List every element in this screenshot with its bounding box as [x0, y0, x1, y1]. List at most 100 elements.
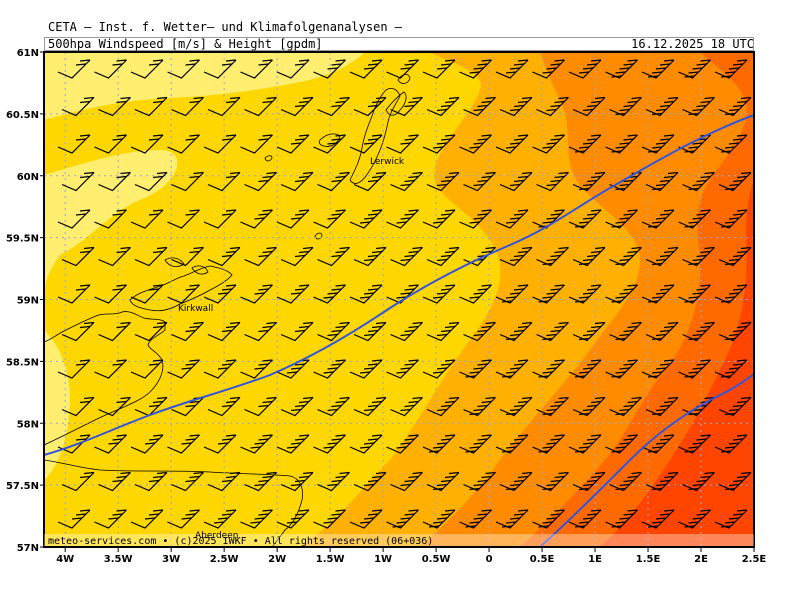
wind-barb: [499, 321, 533, 342]
wind-barb: [57, 209, 91, 229]
wind-barb: [276, 434, 310, 454]
wind-barb: [203, 359, 237, 379]
wind-barb: [98, 471, 131, 492]
moray-firth-coast: [44, 459, 303, 547]
wind-barb: [134, 171, 168, 192]
wind-barb: [317, 246, 350, 267]
latitude-tick-label: 58.5N: [6, 357, 39, 368]
wind-barb: [207, 396, 241, 417]
wind-barb: [207, 171, 241, 192]
wind-barb: [682, 96, 715, 117]
wind-barb: [605, 134, 638, 154]
longitude-tick-label: 1.5E: [636, 554, 661, 565]
longitude-tick-label: 4W: [56, 554, 74, 565]
wind-barb: [459, 59, 492, 79]
wind-barb: [609, 246, 642, 267]
wind-barb: [349, 359, 383, 379]
wind-barb: [207, 321, 241, 342]
orkney-islet: [191, 265, 209, 275]
wind-barb: [386, 134, 419, 154]
place-label-lerwick: Lerwick: [370, 157, 405, 167]
wind-barb: [134, 246, 168, 267]
wind-barb: [203, 59, 237, 79]
footer-credit: meteo-services.com • (c)2025 IWKF • All …: [48, 536, 433, 547]
wind-barb: [130, 284, 164, 304]
wind-barb: [203, 434, 237, 454]
wind-barb: [532, 284, 565, 304]
wind-barb: [645, 471, 679, 492]
longitude-tick-label: 0: [486, 554, 493, 565]
wind-barb: [61, 396, 95, 417]
header-box: [44, 37, 754, 51]
wind-barb: [714, 434, 748, 454]
wind-barb: [678, 509, 711, 529]
wind-barb: [463, 471, 496, 492]
wind-barb: [240, 59, 273, 79]
mainland-scotland-coast: [44, 311, 166, 446]
wind-barb: [349, 434, 383, 454]
wind-barb: [536, 471, 569, 492]
wind-barb: [386, 209, 419, 229]
wind-barb: [134, 471, 168, 492]
wind-barb: [94, 209, 127, 229]
wind-barb: [714, 284, 748, 304]
map-plot-area: [44, 52, 754, 547]
wind-barb: [645, 96, 679, 117]
wind-barb: [609, 396, 642, 417]
wind-barb: [495, 284, 529, 304]
wind-barb: [386, 434, 419, 454]
wind-barb: [167, 209, 200, 229]
wind-barb: [349, 209, 383, 229]
wind-barb: [94, 134, 127, 154]
wind-barb: [714, 509, 748, 529]
wind-barb: [495, 209, 529, 229]
wind-barb: [678, 359, 711, 379]
wind-barb: [499, 396, 533, 417]
wind-barb: [390, 96, 423, 117]
wind-barb: [386, 284, 419, 304]
wind-barb: [495, 509, 529, 529]
wind-barb: [130, 59, 164, 79]
wind-barb: [641, 134, 675, 154]
wind-barb: [207, 471, 241, 492]
windspeed-band-pale: [44, 150, 178, 300]
wind-barb: [240, 434, 273, 454]
wind-barb: [718, 246, 752, 267]
footer-strip: [44, 534, 754, 546]
wind-barb: [641, 359, 675, 379]
wind-barb: [130, 509, 164, 529]
wind-barb: [317, 171, 350, 192]
windspeed-band-red: [600, 180, 754, 547]
wind-barb: [353, 471, 387, 492]
place-label-aberdeen: Aberdeen: [195, 531, 238, 541]
wind-barb: [244, 246, 277, 267]
wind-barb: [459, 509, 492, 529]
wind-barb: [609, 96, 642, 117]
wind-barb: [463, 321, 496, 342]
wind-barb: [463, 96, 496, 117]
wind-barb: [422, 509, 456, 529]
wind-barbs: [57, 59, 752, 547]
wind-barb: [426, 471, 460, 492]
wind-barb: [459, 209, 492, 229]
wind-barb: [718, 396, 752, 417]
wind-barb: [134, 321, 168, 342]
wind-barb: [678, 434, 711, 454]
longitude-tick-label: 2E: [694, 554, 708, 565]
wind-barb: [276, 509, 310, 529]
lat-lon-grid: [44, 52, 754, 547]
wind-barb: [568, 284, 602, 304]
wind-barb: [495, 59, 529, 79]
wind-barb: [94, 359, 127, 379]
wind-barb: [605, 359, 638, 379]
longitude-tick-label: 2.5E: [742, 554, 767, 565]
wind-barb: [353, 396, 387, 417]
wind-barb: [426, 171, 460, 192]
wind-barb: [240, 284, 273, 304]
wind-barb: [459, 434, 492, 454]
wind-barb: [61, 171, 95, 192]
shetland-mainland: [349, 88, 401, 184]
wind-barb: [94, 59, 127, 79]
wind-barb: [349, 509, 383, 529]
wind-barb: [276, 134, 310, 154]
